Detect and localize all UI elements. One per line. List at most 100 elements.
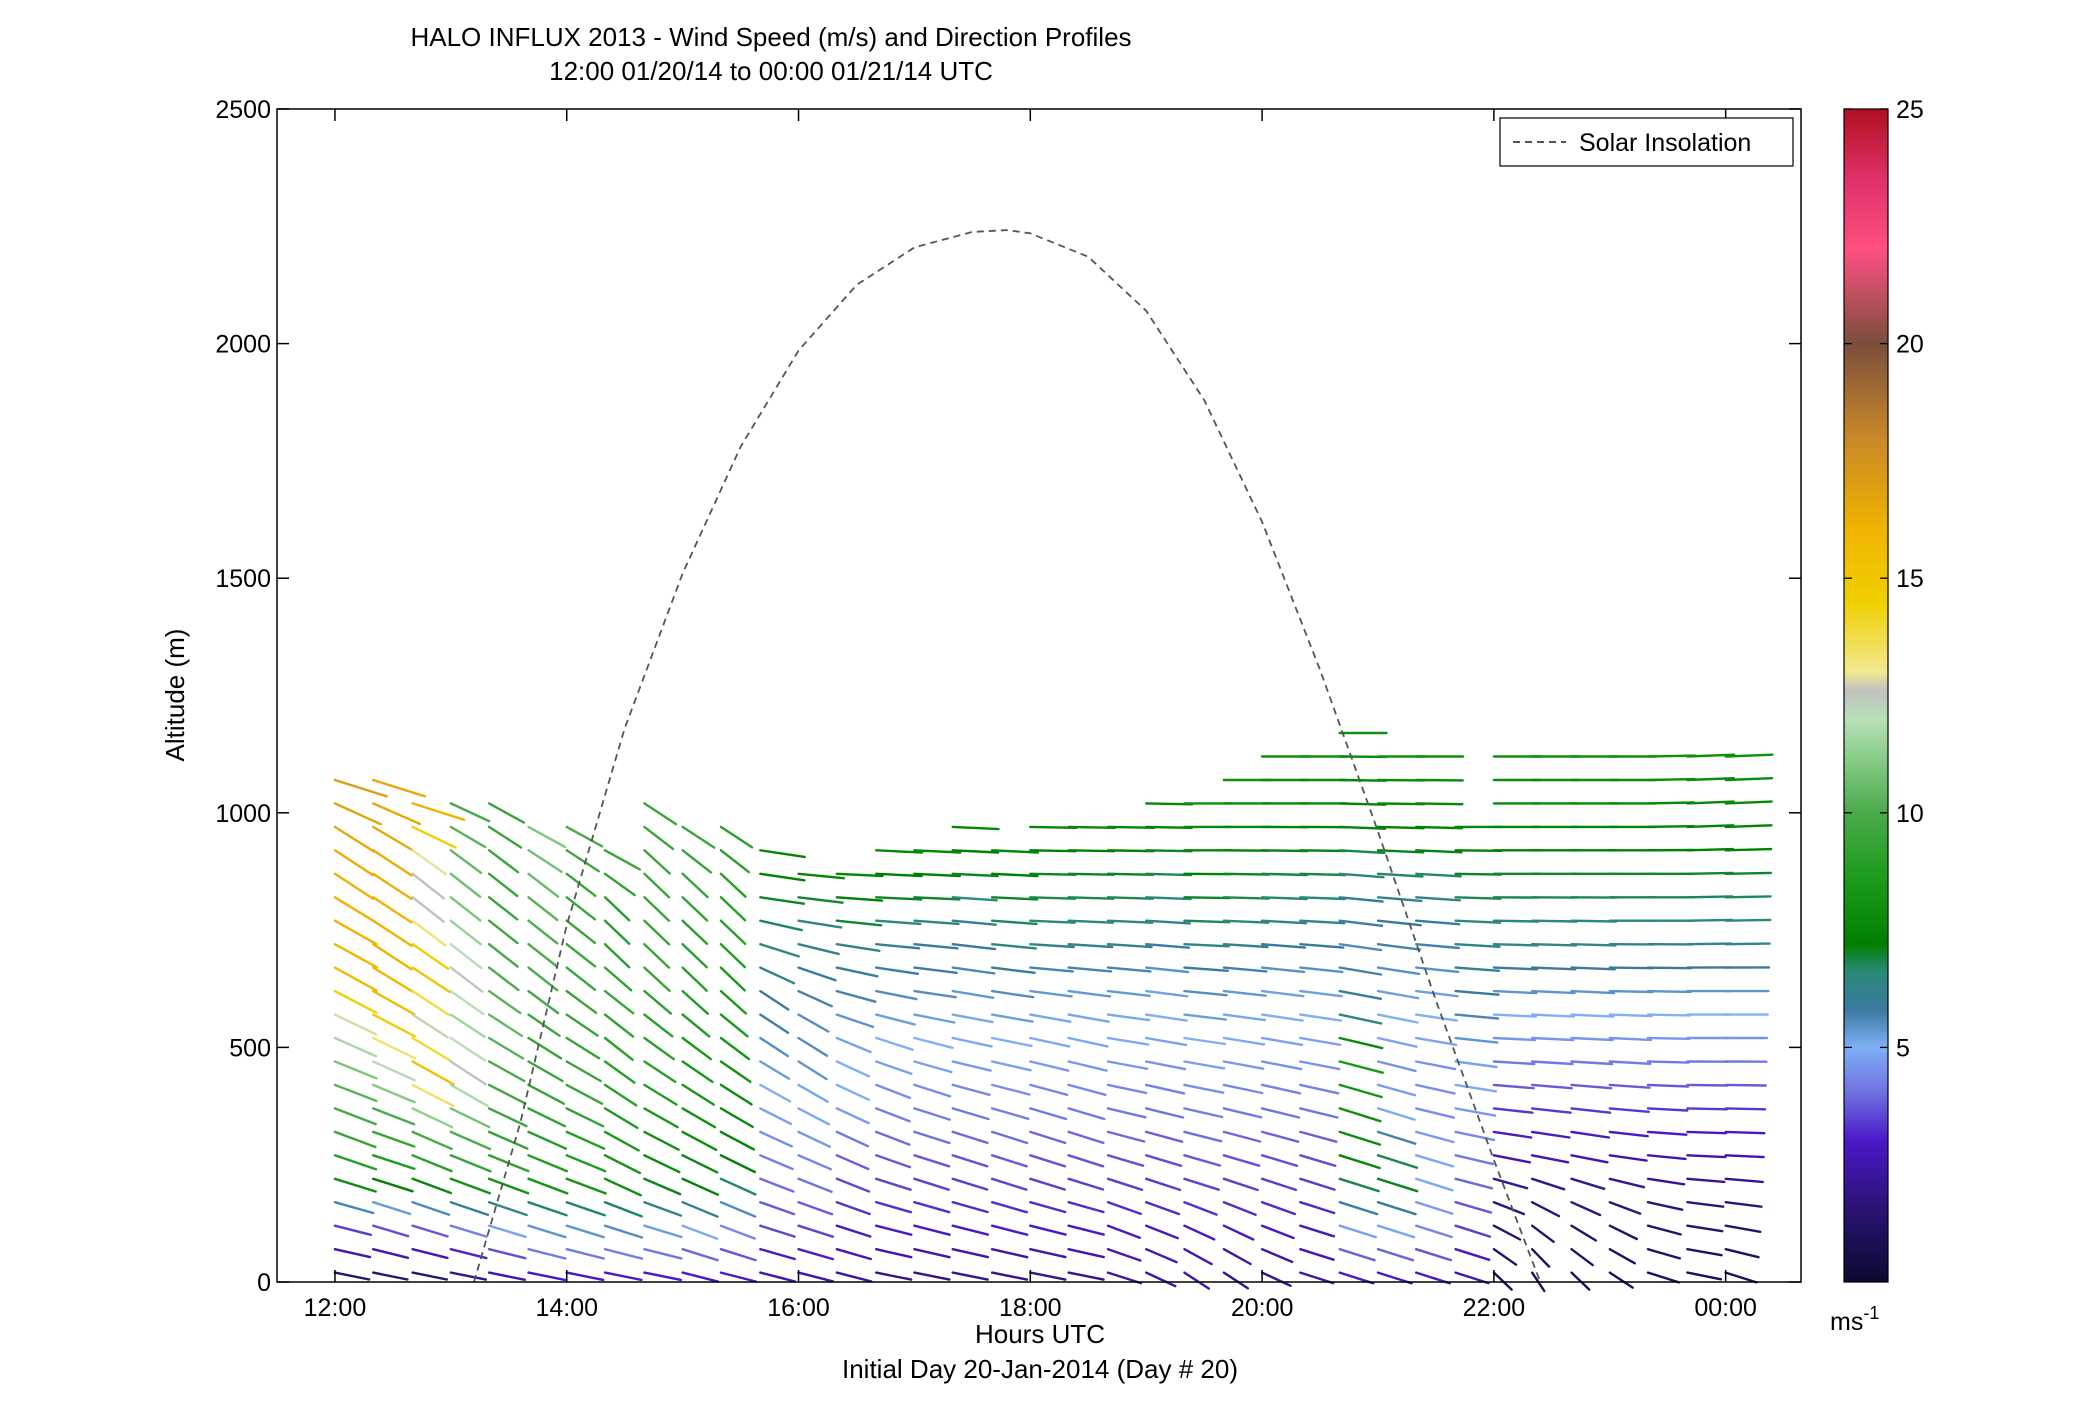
wind-barb [1414,989,1459,998]
wind-barb [913,1177,950,1191]
wind-barb [1414,1107,1456,1119]
wind-barb [1454,1154,1495,1166]
wind-barb [449,989,485,1016]
wind-barb [411,1154,453,1173]
wind-barb [603,1200,643,1218]
wind-barb [487,896,519,921]
wind-barb [1414,1036,1458,1047]
wind-barb [1608,1224,1639,1241]
wind-barb [1646,1271,1681,1284]
wind-barb [1299,989,1343,998]
wind-barb [1646,1036,1691,1041]
wind-barb [1106,1224,1142,1240]
wind-barb [1492,919,1540,923]
wind-barb [1338,1154,1381,1170]
wind-barb [1029,1060,1070,1072]
wind-barb [487,989,522,1015]
wind-barb [333,896,376,923]
wind-barb [1029,1271,1067,1281]
wind-barb [913,1107,951,1121]
wind-barb [411,1036,452,1063]
wind-barb [1183,1130,1223,1143]
wind-barb [1492,1013,1537,1018]
wind-barb [1570,1177,1606,1191]
wind-barb [643,943,671,969]
wind-barb [411,825,457,849]
wind-barb [527,1060,564,1083]
wind-barb [1376,1247,1415,1262]
wind-barb [1144,1200,1181,1216]
wind-barb [835,1060,871,1078]
wind-barb [875,1013,916,1026]
wind-barb [333,943,379,969]
wind-barb [1338,896,1384,903]
wind-barb [527,1200,568,1217]
wind-barb [411,1177,453,1195]
wind-barb [527,872,560,898]
wind-barb [1338,1200,1379,1216]
wind-barb [449,1083,489,1108]
wind-barb [719,943,747,969]
wind-barb [565,1060,602,1083]
wind-barb [951,1013,994,1024]
wind-barb [1724,1271,1758,1284]
wind-barb [1454,1107,1497,1117]
wind-barb [487,1271,526,1282]
wind-barb [759,919,803,932]
wind-barb [1454,966,1501,972]
wind-barb [565,825,604,848]
wind-barb [333,1200,375,1215]
wind-barb [990,1271,1029,1281]
wind-barb [759,1271,796,1283]
wind-barb [1260,1224,1295,1240]
wind-barb [759,943,800,958]
wind-barb [1183,1036,1227,1046]
wind-barb [449,1177,491,1195]
wind-barb [759,1083,792,1103]
wind-barb [1570,1154,1609,1164]
wind-barb [719,1013,749,1038]
wind-barb [1299,872,1347,877]
wind-barb [1144,1036,1188,1047]
wind-barb [1222,1036,1266,1046]
wind-barb [1570,1200,1602,1217]
wind-barb [1454,1247,1491,1262]
wind-barb [1299,1200,1336,1215]
wind-barb [1338,849,1386,855]
wind-barb [1454,1177,1494,1190]
wind-barb [681,1154,719,1174]
wind-barb [835,943,881,952]
wind-barb [681,872,709,899]
wind-barb [1414,1200,1454,1215]
wind-barb [1029,1083,1069,1097]
wind-barb [951,943,997,951]
wind-barb [411,1060,455,1086]
wind-barb [1260,896,1308,901]
wind-barb [913,1224,951,1236]
wind-barb [565,849,600,873]
y-axis-label: Altitude (m) [160,629,190,762]
wind-barb [603,966,633,992]
wind-barb [1299,1107,1339,1119]
wind-barb [1222,1200,1257,1217]
wind-barb [487,1036,525,1060]
wind-barb [759,1036,789,1058]
wind-barb [333,989,378,1014]
wind-barb [565,1107,605,1128]
wind-barb [1338,1083,1383,1099]
wind-barb [759,872,806,882]
wind-barb [372,1154,416,1171]
wind-barb [681,1013,711,1038]
wind-barb [951,825,1000,831]
wind-barb [1570,989,1616,995]
wind-barb [333,1107,377,1126]
wind-barb [1299,896,1347,901]
wind-barb [1414,966,1460,974]
wind-barb [951,1271,989,1281]
wind-barb [487,802,526,824]
wind-barb [835,1247,872,1261]
chart-title: HALO INFLUX 2013 - Wind Speed (m/s) and … [410,22,1131,52]
wind-barb [1260,1247,1294,1264]
wind-barb [1299,1224,1336,1238]
wind-barb [1570,919,1618,923]
